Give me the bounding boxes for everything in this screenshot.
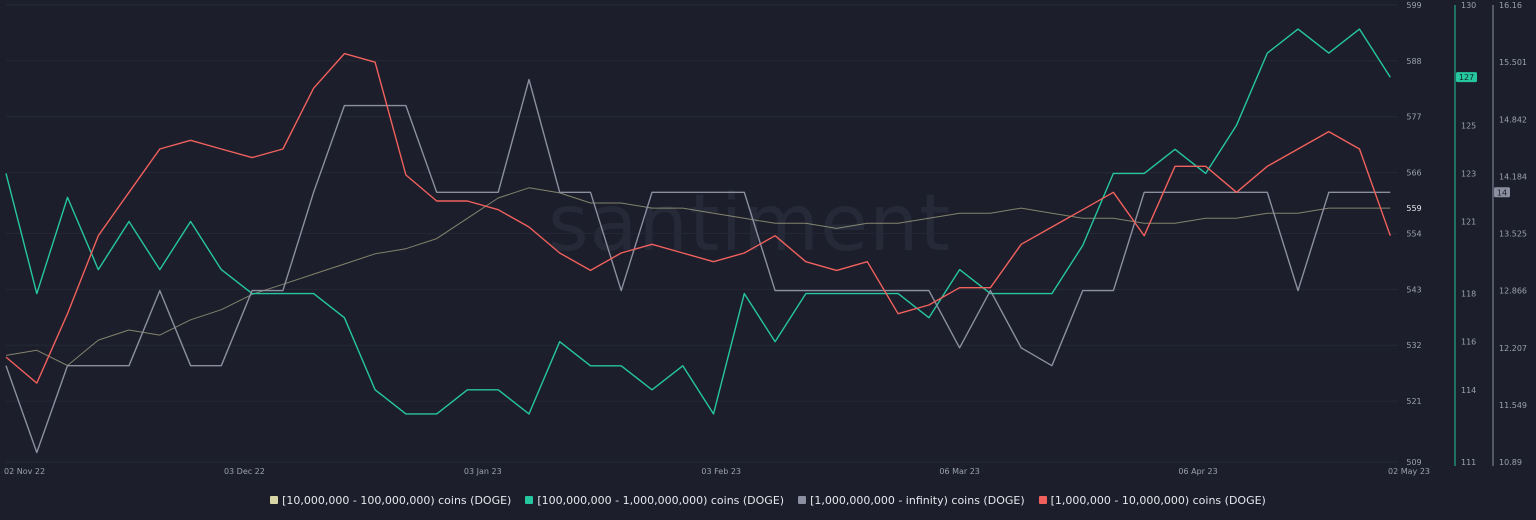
- legend-item-1[interactable]: [100,000,000 - 1,000,000,000) coins (DOG…: [525, 494, 784, 507]
- legend-label: [100,000,000 - 1,000,000,000) coins (DOG…: [537, 493, 785, 507]
- ax1-tick-label: 577: [1406, 113, 1421, 122]
- ax3-tick-label: 10.89: [1499, 458, 1522, 467]
- ax3-tick-label: 14.184: [1499, 172, 1527, 181]
- badge-ax2-bg: [1456, 72, 1477, 83]
- ax1-tick-label: 532: [1406, 341, 1421, 350]
- axes: 599 588 577 566 554 543 532 521 509 130 127 125 123 1…: [1406, 1, 1527, 467]
- ax3-tick-label: 13.525: [1499, 230, 1527, 239]
- ax2-tick-label: 116: [1461, 338, 1476, 347]
- ax1-tick-label: 599: [1406, 1, 1421, 10]
- series-line-1: [5, 28, 1391, 415]
- series-line-2: [5, 78, 1391, 454]
- ax3-tick-label: 16.16: [1499, 1, 1522, 10]
- ax1-tick-label: 566: [1406, 169, 1421, 178]
- ax1-tick-label: 521: [1406, 397, 1421, 406]
- x-tick-label: 06 Mar 23: [939, 467, 980, 476]
- ax1-tick-label: 509: [1406, 458, 1421, 467]
- ax2-tick-label: 123: [1461, 169, 1476, 178]
- ax3-tick-label: 12.207: [1499, 344, 1527, 353]
- ax2-tick-label: 125: [1461, 121, 1476, 130]
- badge-ax1-bg: [1403, 203, 1425, 214]
- legend-swatch: [525, 496, 534, 504]
- legend-item-2[interactable]: [1,000,000,000 - infinity) coins (DOGE): [798, 494, 1025, 507]
- legend-label: [1,000,000 - 10,000,000) coins (DOGE): [1050, 493, 1266, 507]
- value-badges: 559 127 14: [1403, 72, 1510, 214]
- ax2-tick-label: 121: [1461, 217, 1476, 226]
- ax2-tick-label: 114: [1461, 386, 1476, 395]
- badge-ax3-label: 14: [1497, 188, 1507, 197]
- legend-label: [1,000,000,000 - infinity) coins (DOGE): [810, 493, 1025, 507]
- ax3-tick-label: 15.501: [1499, 58, 1527, 67]
- series-line-0: [5, 187, 1391, 366]
- ax2-tick-label: 118: [1461, 290, 1476, 299]
- x-axis-ticks: 02 Nov 22 03 Dec 22 03 Jan 23 03 Feb 23 06 M…: [4, 467, 1430, 476]
- ax2-tick-label: 111: [1461, 458, 1476, 467]
- ax3-tick-label: 14.842: [1499, 115, 1527, 124]
- x-tick-label: 02 May 23: [1388, 467, 1430, 476]
- legend-swatch: [798, 496, 807, 504]
- x-tick-label: 06 Apr 23: [1178, 467, 1217, 476]
- gridlines: [6, 4, 1398, 463]
- x-tick-label: 02 Nov 22: [4, 467, 45, 476]
- legend-item-3[interactable]: [1,000,000 - 10,000,000) coins (DOGE): [1038, 493, 1266, 507]
- ax3-tick-label: 11.549: [1499, 401, 1527, 410]
- legend: [10,000,000 - 100,000,000) coins (DOGE) […: [0, 491, 1536, 509]
- badge-ax2-label: 127: [1459, 73, 1474, 82]
- ax3-tick-label: 12.866: [1499, 287, 1527, 296]
- badge-ax3-bg: [1494, 187, 1510, 198]
- legend-label: [10,000,000 - 100,000,000) coins (DOGE): [282, 493, 512, 507]
- x-tick-label: 03 Dec 22: [224, 467, 265, 476]
- ax2-tick-label: 130: [1461, 1, 1476, 10]
- series-line-3: [5, 52, 1391, 384]
- santiment-watermark: santiment: [548, 179, 951, 269]
- ax1-tick-label: 543: [1406, 285, 1421, 294]
- x-tick-label: 03 Jan 23: [464, 467, 502, 476]
- ax1-tick-label: 588: [1406, 57, 1421, 66]
- legend-swatch: [1038, 496, 1047, 504]
- badge-ax1-label: 559: [1406, 204, 1421, 213]
- x-tick-label: 03 Feb 23: [701, 467, 741, 476]
- ax1-tick-label: 554: [1406, 230, 1421, 239]
- legend-swatch: [270, 496, 279, 504]
- legend-item-0[interactable]: [10,000,000 - 100,000,000) coins (DOGE): [270, 494, 511, 507]
- series-lines: [5, 28, 1391, 454]
